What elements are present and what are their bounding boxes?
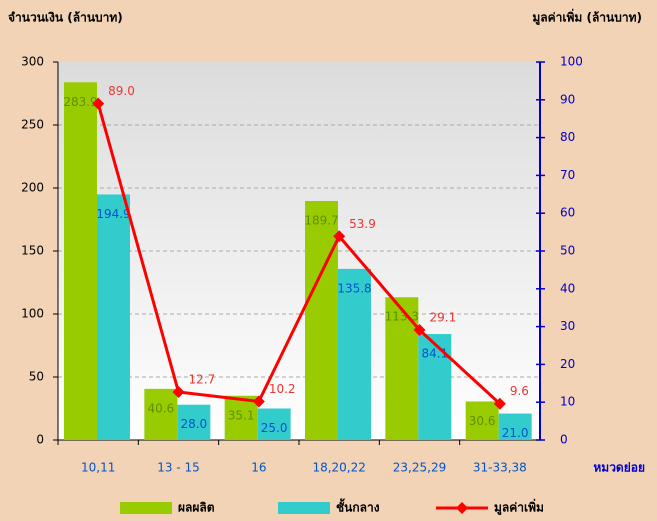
y2-tick-label: 20 xyxy=(560,357,575,371)
data-label: 9.6 xyxy=(510,384,529,398)
data-label: 29.1 xyxy=(430,311,457,325)
x-tick-label: 10,11 xyxy=(81,461,115,475)
data-label: 194.9 xyxy=(96,207,130,221)
y-tick-label: 300 xyxy=(21,55,44,69)
y2-tick-label: 50 xyxy=(560,244,575,258)
legend-swatch xyxy=(120,502,172,514)
data-label: 25.0 xyxy=(261,421,288,435)
x-tick-label: 23,25,29 xyxy=(393,461,446,475)
data-label: 12.7 xyxy=(189,372,216,386)
y2-tick-label: 100 xyxy=(560,55,583,69)
marker xyxy=(333,230,346,243)
data-label: 53.9 xyxy=(349,217,376,231)
bar xyxy=(177,404,211,440)
bar xyxy=(224,395,258,440)
y2-tick-label: 10 xyxy=(560,395,575,409)
legend-marker xyxy=(456,502,468,514)
y2-tick-label: 80 xyxy=(560,130,575,144)
bar xyxy=(305,200,338,440)
marker xyxy=(252,395,265,408)
legend-label: มูลค่าเพิ่ม xyxy=(494,499,544,516)
data-label: 89.0 xyxy=(108,84,135,98)
y-tick-label: 50 xyxy=(29,370,44,384)
bar xyxy=(418,334,452,440)
y-tick-label: 150 xyxy=(21,244,44,258)
marker xyxy=(92,97,105,110)
y2-tick-label: 70 xyxy=(560,168,575,182)
y2-tick-label: 0 xyxy=(560,433,568,447)
y-tick-label: 100 xyxy=(21,307,44,321)
y-tick-label: 200 xyxy=(21,181,44,195)
line xyxy=(96,103,501,405)
data-label: 28.0 xyxy=(180,417,207,431)
bar xyxy=(498,413,532,440)
marker xyxy=(172,385,185,398)
bar xyxy=(144,388,178,440)
data-label: 40.6 xyxy=(147,401,174,415)
bar xyxy=(64,82,97,440)
y2-tick-label: 40 xyxy=(560,281,575,295)
x-axis-title: หมวดย่อย xyxy=(593,461,645,475)
x-tick-label: 18,20,22 xyxy=(312,461,365,475)
data-label: 189.7 xyxy=(304,213,338,227)
bar xyxy=(338,268,371,440)
y2-tick-label: 90 xyxy=(560,92,575,106)
legend-swatch xyxy=(278,502,330,514)
y2-axis-title: มูลค่าเพิ่ม (ล้านบาท) xyxy=(532,9,642,26)
bar xyxy=(257,408,291,440)
data-label: 283.9 xyxy=(63,95,97,109)
legend-label: ชั้นกลาง xyxy=(336,498,380,515)
marker xyxy=(493,397,506,410)
data-label: 135.8 xyxy=(337,281,371,295)
bar xyxy=(465,401,499,440)
y2-tick-label: 30 xyxy=(560,319,575,333)
x-tick-label: 16 xyxy=(251,461,266,475)
data-label: 21.0 xyxy=(502,426,529,440)
x-tick-label: 13 - 15 xyxy=(157,461,200,475)
y-tick-label: 250 xyxy=(21,118,44,132)
legend-label: ผลผลิต xyxy=(178,501,215,515)
marker xyxy=(413,324,426,337)
bar xyxy=(97,194,130,440)
y2-tick-label: 60 xyxy=(560,206,575,220)
data-label: 30.6 xyxy=(469,414,496,428)
y-axis-title: จำนวนเงิน (ล้านบาท) xyxy=(8,11,123,25)
data-label: 35.1 xyxy=(228,408,255,422)
x-tick-label: 31-33,38 xyxy=(473,461,527,475)
data-label: 10.2 xyxy=(269,382,296,396)
y-tick-label: 0 xyxy=(36,433,44,447)
